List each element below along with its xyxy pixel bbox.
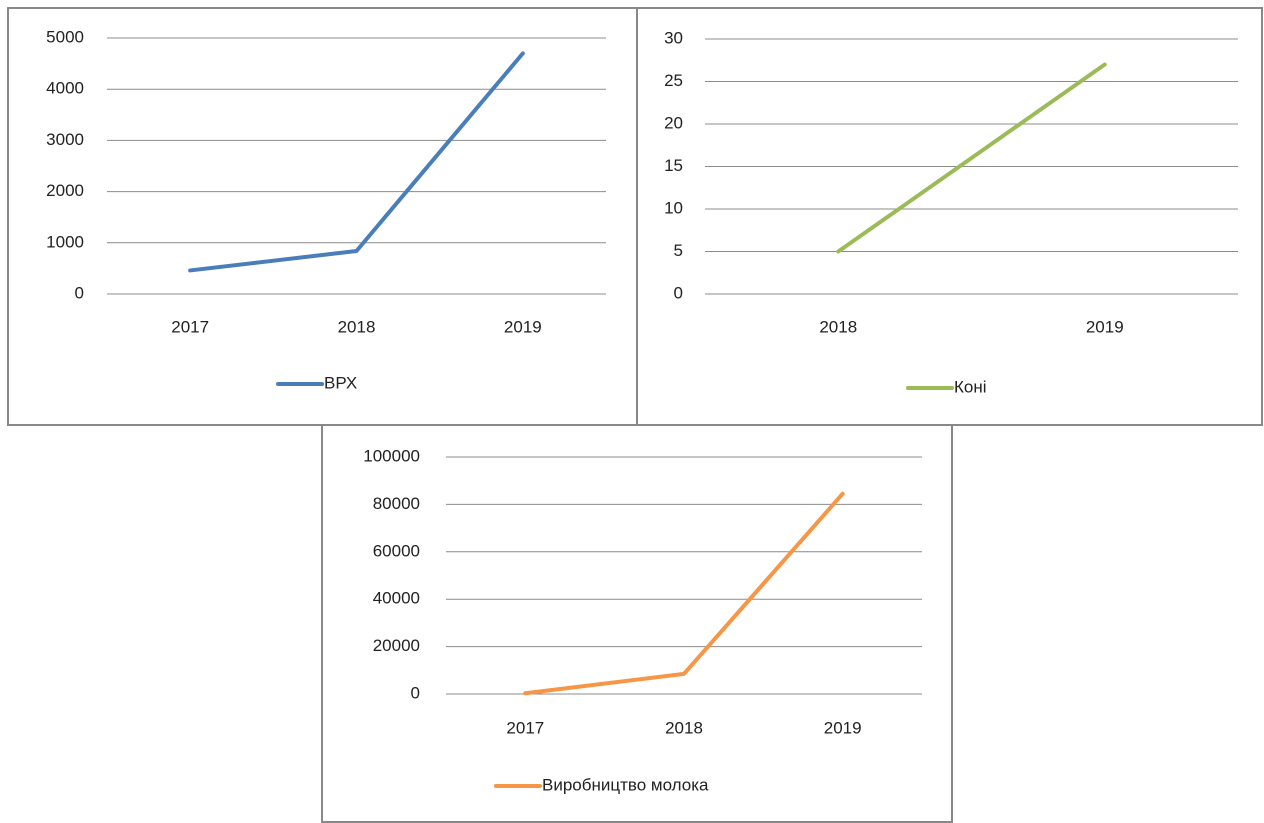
y-tick-label: 5000 — [46, 27, 84, 46]
x-tick-label: 2018 — [338, 317, 376, 336]
y-tick-label: 40000 — [373, 589, 420, 608]
legend-label: ВРХ — [324, 373, 357, 392]
x-tick-label: 2017 — [171, 317, 209, 336]
panel-border — [636, 7, 1263, 426]
x-tick-label: 2019 — [504, 317, 542, 336]
y-tick-label: 0 — [75, 283, 84, 302]
data-line — [188, 51, 525, 273]
legend-label: Коні — [954, 377, 987, 396]
y-tick-label: 20000 — [373, 636, 420, 655]
y-tick-label: 10 — [664, 198, 683, 217]
y-tick-label: 20 — [664, 113, 683, 132]
legend-label: Виробництво молока — [542, 775, 709, 794]
y-tick-label: 5 — [674, 241, 683, 260]
y-tick-label: 25 — [664, 71, 683, 90]
y-tick-label: 4000 — [46, 79, 84, 98]
x-tick-label: 2019 — [824, 718, 862, 737]
y-tick-label: 0 — [411, 683, 420, 702]
y-tick-label: 3000 — [46, 130, 84, 149]
panel-border — [7, 7, 638, 426]
y-tick-label: 30 — [664, 28, 683, 47]
x-tick-label: 2019 — [1086, 317, 1124, 336]
y-tick-label: 80000 — [373, 494, 420, 513]
x-tick-label: 2017 — [506, 718, 544, 737]
y-tick-label: 15 — [664, 156, 683, 175]
x-tick-label: 2018 — [819, 317, 857, 336]
data-line — [523, 491, 845, 696]
x-tick-label: 2018 — [665, 718, 703, 737]
y-tick-label: 0 — [674, 283, 683, 302]
y-tick-label: 60000 — [373, 541, 420, 560]
data-line — [836, 62, 1107, 254]
y-tick-label: 100000 — [363, 446, 420, 465]
y-tick-label: 1000 — [46, 232, 84, 251]
panel-border — [321, 424, 953, 823]
y-tick-label: 2000 — [46, 181, 84, 200]
